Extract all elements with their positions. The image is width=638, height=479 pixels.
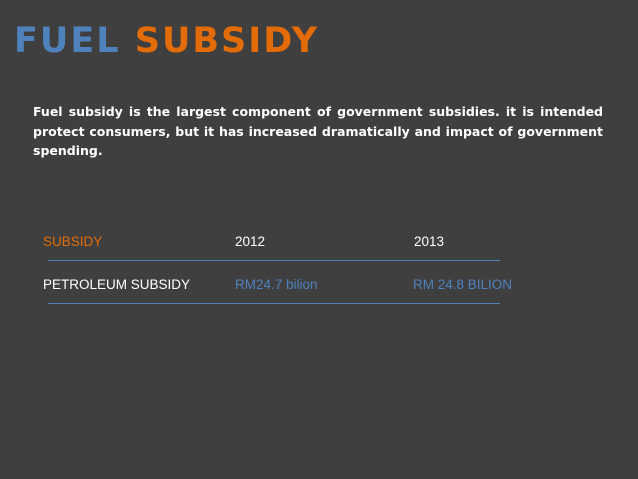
intro-paragraph: Fuel subsidy is the largest component of…	[33, 104, 603, 158]
title-word-subsidy: SUBSIDY	[134, 21, 320, 61]
table-header-2013: 2013	[414, 234, 445, 249]
table-divider-bottom	[48, 303, 500, 304]
table-row-petroleum-label: PETROLEUM SUBSIDY	[43, 277, 191, 292]
table-header-2012: 2012	[235, 234, 266, 249]
table-row-petroleum-2013: RM 24.8 BILION	[413, 277, 513, 292]
slide-title: FUEL SUBSIDY	[14, 20, 319, 62]
table-header-subsidy: SUBSIDY	[43, 234, 103, 249]
table-row-petroleum-2012: RM24.7 bilion	[235, 277, 318, 292]
table-divider-top	[48, 260, 500, 261]
title-word-fuel: FUEL	[14, 21, 121, 61]
